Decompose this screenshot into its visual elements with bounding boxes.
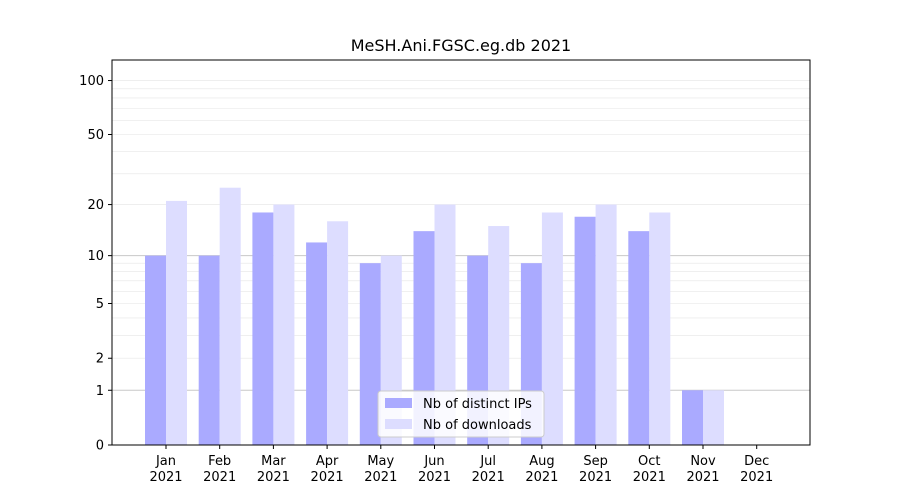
x-tick-label: Oct 2021: [633, 454, 666, 485]
bar-distinct-ips: [574, 216, 596, 445]
bars: [145, 187, 724, 445]
y-tick-label: 10: [87, 249, 104, 264]
x-tick-label: Apr 2021: [311, 454, 344, 485]
y-tick-label: 5: [96, 297, 104, 312]
legend-box: [377, 390, 545, 438]
x-tick-label: Feb 2021: [203, 454, 236, 485]
x-tick-label: Jul 2021: [472, 454, 505, 485]
bar-distinct-ips: [306, 242, 328, 445]
bar-downloads: [434, 204, 456, 445]
x-tick-label: May 2021: [364, 454, 397, 485]
bar-distinct-ips: [198, 255, 220, 445]
bar-downloads: [273, 204, 295, 445]
chart-title: MeSH.Ani.FGSC.eg.db 2021: [351, 36, 571, 55]
y-tick-label: 100: [79, 74, 104, 89]
legend-label: Nb of downloads: [423, 418, 532, 433]
y-axis: 0 1 2 5 10 20 50 100: [79, 74, 112, 454]
legend-swatch: [385, 419, 412, 429]
x-tick-label: Dec 2021: [740, 454, 773, 485]
plot-frame: [111, 59, 811, 446]
bar-distinct-ips: [145, 255, 166, 445]
x-tick-label: Sep 2021: [579, 454, 612, 485]
x-tick-label: Nov 2021: [686, 454, 719, 485]
legend: Nb of distinct IPs Nb of downloads: [377, 390, 545, 438]
bar-downloads: [327, 221, 349, 445]
bar-distinct-ips: [682, 390, 703, 445]
x-tick-label: Jun 2021: [418, 454, 451, 485]
bar-distinct-ips: [252, 212, 274, 445]
legend-label: Nb of distinct IPs: [423, 397, 532, 412]
bar-downloads: [219, 187, 241, 445]
bar-distinct-ips: [628, 231, 650, 445]
bar-distinct-ips: [359, 263, 381, 445]
bar-downloads: [541, 212, 563, 445]
y-tick-label: 50: [87, 128, 104, 143]
bar-downloads: [488, 226, 510, 445]
y-tick-label: 20: [87, 198, 104, 213]
bar-downloads: [649, 212, 671, 445]
bar-downloads: [595, 204, 617, 445]
x-tick-label: Aug 2021: [525, 454, 558, 485]
y-tick-label: 2: [96, 352, 104, 367]
legend-swatch: [385, 398, 412, 408]
x-axis: Jan 2021 Feb 2021 Mar 2021 Apr 2021 May 2021 Jun 20…: [149, 445, 773, 485]
bar-downloads: [703, 390, 724, 445]
bar-downloads: [166, 200, 187, 445]
x-tick-label: Mar 2021: [257, 454, 290, 485]
y-tick-label: 0: [96, 439, 104, 454]
y-tick-label: 1: [96, 384, 104, 399]
x-tick-label: Jan 2021: [149, 454, 182, 485]
